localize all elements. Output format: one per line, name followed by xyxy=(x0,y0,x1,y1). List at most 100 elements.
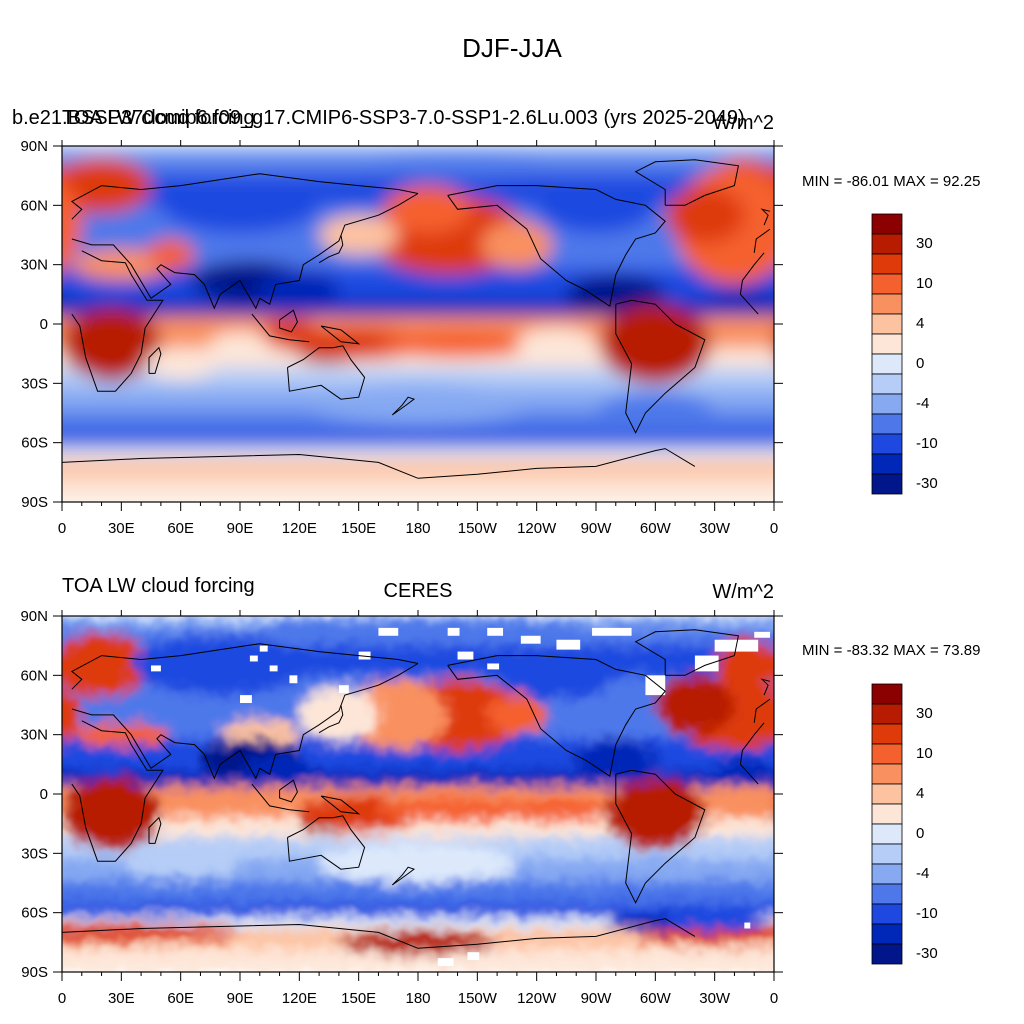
field-feature xyxy=(3,638,62,693)
field-feature xyxy=(566,274,666,315)
y-tick-label: 60S xyxy=(21,905,48,922)
field-feature xyxy=(0,675,22,734)
coastline xyxy=(71,720,164,862)
y-tick-label: 0 xyxy=(40,316,48,333)
y-tick-label: 30N xyxy=(20,257,48,274)
coastline xyxy=(634,159,739,206)
x-tick-label: 60W xyxy=(640,990,672,1007)
x-tick-label: 30W xyxy=(699,990,731,1007)
field-feature xyxy=(507,797,606,822)
field-band xyxy=(62,458,774,480)
field-feature xyxy=(160,177,320,234)
x-tick-label: 0 xyxy=(58,520,66,537)
coastline xyxy=(71,193,419,310)
missing-data-cell xyxy=(151,665,161,672)
panel-obs-map xyxy=(0,616,883,972)
colorbar-swatch xyxy=(871,703,903,725)
y-tick-label: 60S xyxy=(21,435,48,452)
coastline xyxy=(760,678,771,696)
missing-data-cell xyxy=(358,651,371,660)
field-feature xyxy=(599,304,711,384)
colorbar-label: 30 xyxy=(916,235,933,252)
colorbar-swatch xyxy=(871,213,903,235)
field-band xyxy=(62,881,774,904)
x-tick-label: 120E xyxy=(282,520,317,537)
field-band xyxy=(62,316,774,333)
field-feature xyxy=(62,931,82,942)
x-tick-label: 30E xyxy=(108,520,135,537)
colorbar-swatch xyxy=(871,413,903,435)
missing-data-cell xyxy=(240,695,252,704)
field-feature xyxy=(774,308,873,379)
y-tick-label: 60N xyxy=(20,667,48,684)
coastline xyxy=(62,923,419,949)
missing-data-cell xyxy=(645,675,666,696)
field-feature xyxy=(259,268,339,309)
y-tick-label: 90S xyxy=(21,494,48,511)
missing-data-cell xyxy=(259,645,268,652)
field-feature xyxy=(714,760,774,781)
coastline xyxy=(417,448,696,479)
coastline xyxy=(447,655,666,778)
colorbar-swatch xyxy=(871,393,903,415)
coastline xyxy=(148,346,162,374)
field-feature xyxy=(62,157,151,214)
missing-data-cell xyxy=(754,631,771,638)
missing-data-cell xyxy=(744,922,751,929)
missing-data-cell xyxy=(269,665,278,672)
panel-obs-units: W/m^2 xyxy=(712,581,774,603)
colorbar-label: 4 xyxy=(916,785,924,802)
missing-data-cell xyxy=(338,685,349,694)
panel-obs-center-title: CERES xyxy=(384,580,453,602)
x-tick-label: 120W xyxy=(517,520,557,537)
colorbar-label: -10 xyxy=(916,435,938,452)
colorbar-swatch xyxy=(871,723,903,745)
field-band xyxy=(62,367,774,389)
field-feature xyxy=(338,153,577,178)
y-tick-label: 90N xyxy=(20,138,48,155)
x-tick-label: 30W xyxy=(699,520,731,537)
colorbar-label: 0 xyxy=(916,825,924,842)
coastline xyxy=(739,252,765,295)
field-feature xyxy=(784,723,883,747)
figure-title: DJF-JJA xyxy=(462,33,562,63)
field-feature xyxy=(655,675,735,735)
panel-model-title: b.e21.BSSP370cmip6.f09_g17.CMIP6-SSP3-7.… xyxy=(12,107,745,129)
colorbar-label: -4 xyxy=(916,395,929,412)
colorbar-label: -30 xyxy=(916,475,938,492)
field-feature xyxy=(121,847,240,880)
y-tick-label: 90S xyxy=(21,964,48,981)
panel-model-title-overprint: TOA LW cloud forcing xyxy=(62,107,255,129)
missing-data-cell xyxy=(437,958,454,967)
coastline xyxy=(148,816,162,844)
field-feature xyxy=(62,922,240,943)
x-tick-label: 90W xyxy=(581,990,613,1007)
colorbar-label: 0 xyxy=(916,355,924,372)
x-tick-label: 60E xyxy=(167,990,194,1007)
coastline xyxy=(71,663,419,780)
y-tick-label: 30S xyxy=(21,375,48,392)
panel-model-map xyxy=(62,146,981,502)
field-feature xyxy=(62,293,68,307)
coastline xyxy=(634,629,739,676)
field-feature xyxy=(71,722,171,747)
colorbar-swatch xyxy=(871,783,903,805)
field-feature xyxy=(338,930,498,955)
field-band xyxy=(62,948,774,972)
field-feature xyxy=(922,332,981,356)
field-feature xyxy=(378,329,537,358)
field-feature xyxy=(378,797,537,822)
field-feature xyxy=(319,215,399,255)
colorbar-label: 10 xyxy=(916,745,933,762)
panel-obs: TOA LW cloud forcing CERES W/m^2 MIN = -… xyxy=(0,575,980,1007)
colorbar-swatch xyxy=(871,453,903,475)
colorbar-swatch xyxy=(871,433,903,455)
panel-model-stats: MIN = -86.01 MAX = 92.25 xyxy=(802,173,980,190)
x-tick-label: 150E xyxy=(341,990,376,1007)
field-band xyxy=(62,146,774,159)
coastline xyxy=(740,763,759,785)
x-tick-label: 90E xyxy=(227,520,254,537)
colorbar-swatch xyxy=(871,943,903,965)
x-tick-label: 0 xyxy=(770,520,778,537)
